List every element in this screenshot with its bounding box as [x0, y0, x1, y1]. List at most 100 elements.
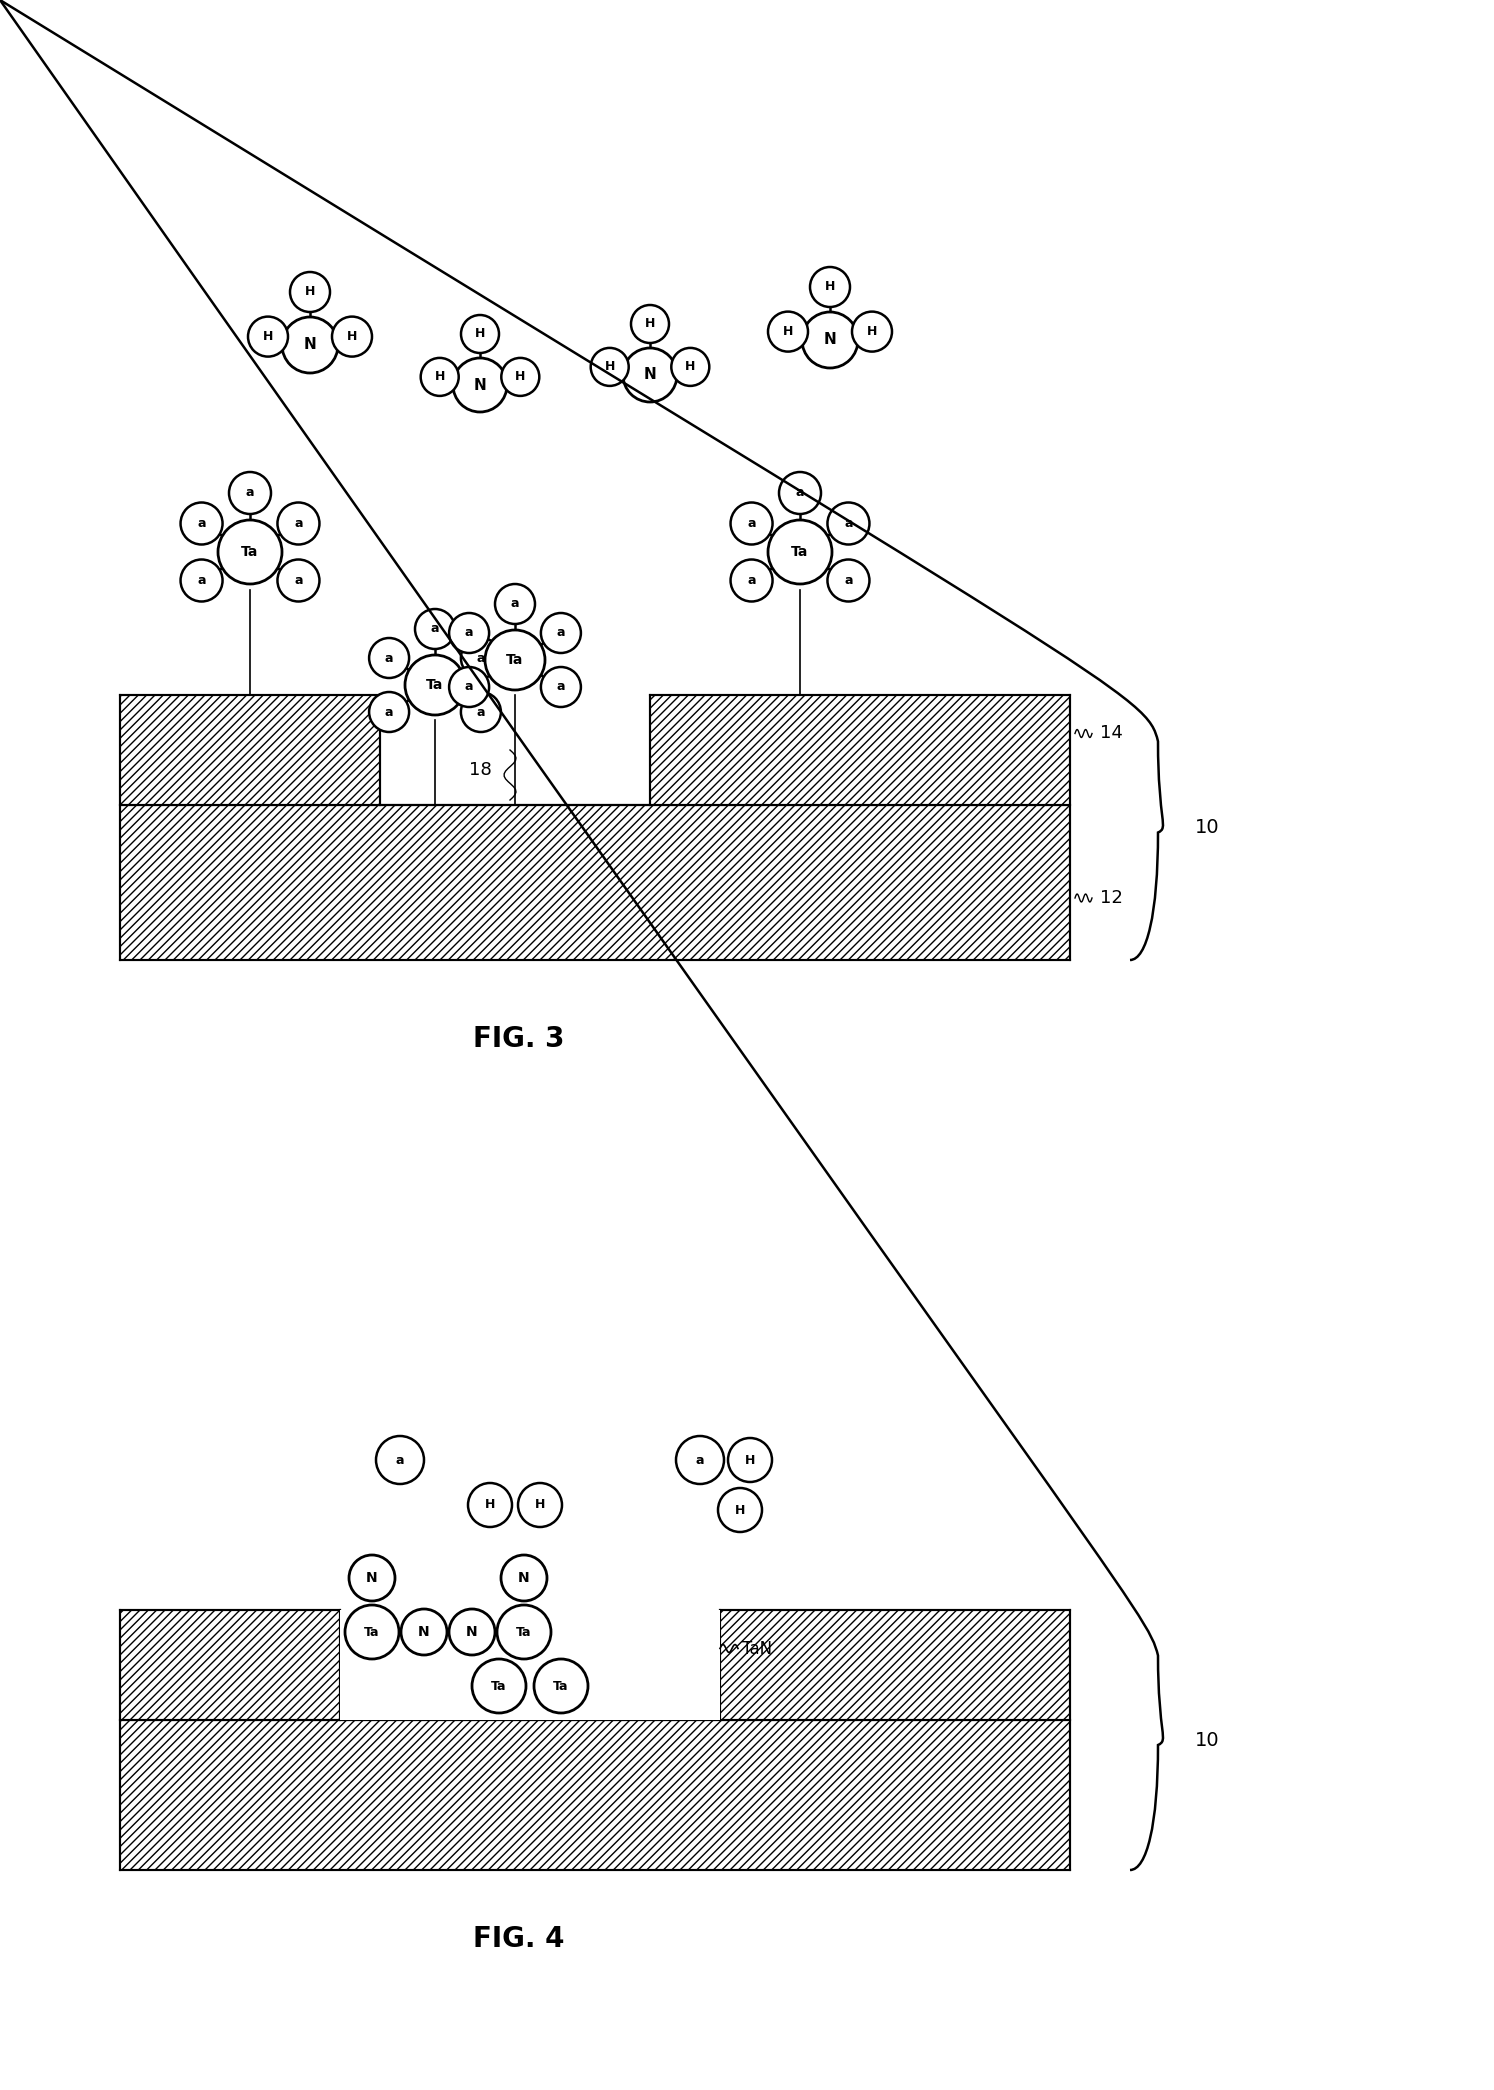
- Text: a: a: [197, 575, 206, 587]
- Text: H: H: [825, 280, 835, 293]
- Text: Ta: Ta: [492, 1680, 506, 1693]
- Circle shape: [462, 692, 500, 732]
- Text: a: a: [430, 623, 439, 635]
- Text: H: H: [605, 359, 616, 374]
- Text: a: a: [557, 627, 565, 640]
- Circle shape: [768, 311, 808, 351]
- Text: N: N: [823, 332, 837, 347]
- Text: Ta: Ta: [517, 1626, 532, 1639]
- Circle shape: [533, 1659, 589, 1714]
- Circle shape: [500, 1555, 547, 1601]
- Circle shape: [518, 1484, 562, 1528]
- Text: a: a: [396, 1453, 405, 1467]
- Text: a: a: [465, 627, 474, 640]
- Circle shape: [728, 1438, 772, 1482]
- Text: N: N: [366, 1572, 378, 1584]
- Circle shape: [462, 637, 500, 677]
- Circle shape: [810, 268, 850, 307]
- Text: a: a: [385, 706, 393, 719]
- Text: a: a: [696, 1453, 704, 1467]
- Text: a: a: [747, 516, 756, 531]
- Text: H: H: [735, 1503, 746, 1517]
- Circle shape: [369, 637, 409, 677]
- Text: H: H: [486, 1499, 495, 1511]
- Circle shape: [450, 1609, 495, 1655]
- Text: N: N: [518, 1572, 530, 1584]
- Bar: [120, 1609, 341, 1720]
- Text: FIG. 3: FIG. 3: [474, 1024, 565, 1053]
- Text: a: a: [385, 652, 393, 665]
- Circle shape: [278, 560, 320, 602]
- Text: 12: 12: [1100, 888, 1123, 907]
- Text: Ta: Ta: [365, 1626, 379, 1639]
- Bar: [120, 1720, 1070, 1871]
- Text: H: H: [645, 318, 656, 330]
- Text: H: H: [867, 326, 877, 339]
- Circle shape: [828, 560, 870, 602]
- Bar: [650, 696, 1070, 805]
- Circle shape: [332, 316, 372, 357]
- Text: H: H: [746, 1453, 754, 1467]
- Text: a: a: [557, 681, 565, 694]
- Bar: [120, 805, 1070, 959]
- Circle shape: [248, 316, 288, 357]
- Circle shape: [778, 472, 822, 514]
- Circle shape: [421, 357, 459, 395]
- Circle shape: [462, 316, 499, 353]
- Text: Ta: Ta: [242, 545, 258, 558]
- Text: a: a: [511, 598, 520, 610]
- Circle shape: [376, 1436, 424, 1484]
- Bar: [120, 696, 379, 805]
- Text: a: a: [477, 706, 486, 719]
- Text: a: a: [245, 487, 254, 500]
- Circle shape: [181, 502, 223, 545]
- Text: a: a: [477, 652, 486, 665]
- Text: H: H: [435, 370, 445, 382]
- Circle shape: [675, 1436, 725, 1484]
- Bar: [720, 1609, 1070, 1720]
- Circle shape: [802, 311, 858, 368]
- Text: Ta: Ta: [792, 545, 808, 558]
- Text: N: N: [418, 1626, 430, 1639]
- Circle shape: [671, 347, 710, 387]
- Text: 14: 14: [1100, 725, 1123, 742]
- Circle shape: [400, 1609, 447, 1655]
- Text: H: H: [515, 370, 526, 382]
- Circle shape: [541, 612, 581, 652]
- Circle shape: [719, 1488, 762, 1532]
- Circle shape: [345, 1605, 399, 1659]
- Circle shape: [590, 347, 629, 387]
- Circle shape: [350, 1555, 394, 1601]
- Text: H: H: [305, 286, 315, 299]
- Text: a: a: [465, 681, 474, 694]
- Circle shape: [278, 502, 320, 545]
- Circle shape: [282, 318, 338, 372]
- Text: H: H: [263, 330, 273, 343]
- Circle shape: [405, 654, 465, 715]
- Circle shape: [541, 667, 581, 706]
- Circle shape: [731, 502, 772, 545]
- Text: Ta: Ta: [553, 1680, 569, 1693]
- Circle shape: [450, 612, 489, 652]
- Text: 10: 10: [1195, 1731, 1219, 1749]
- Text: N: N: [303, 336, 317, 353]
- Circle shape: [852, 311, 892, 351]
- Text: H: H: [475, 328, 486, 341]
- Circle shape: [502, 357, 539, 395]
- Text: TaN: TaN: [743, 1639, 772, 1657]
- Circle shape: [415, 608, 456, 650]
- Circle shape: [495, 583, 535, 625]
- Circle shape: [218, 520, 282, 583]
- Text: a: a: [747, 575, 756, 587]
- Circle shape: [181, 560, 223, 602]
- Text: a: a: [796, 487, 804, 500]
- Text: a: a: [844, 575, 853, 587]
- Text: 18: 18: [469, 761, 492, 780]
- Text: N: N: [474, 378, 487, 393]
- Text: a: a: [197, 516, 206, 531]
- Text: N: N: [466, 1626, 478, 1639]
- Text: H: H: [535, 1499, 545, 1511]
- Circle shape: [453, 357, 506, 412]
- Circle shape: [472, 1659, 526, 1714]
- Text: N: N: [644, 368, 656, 382]
